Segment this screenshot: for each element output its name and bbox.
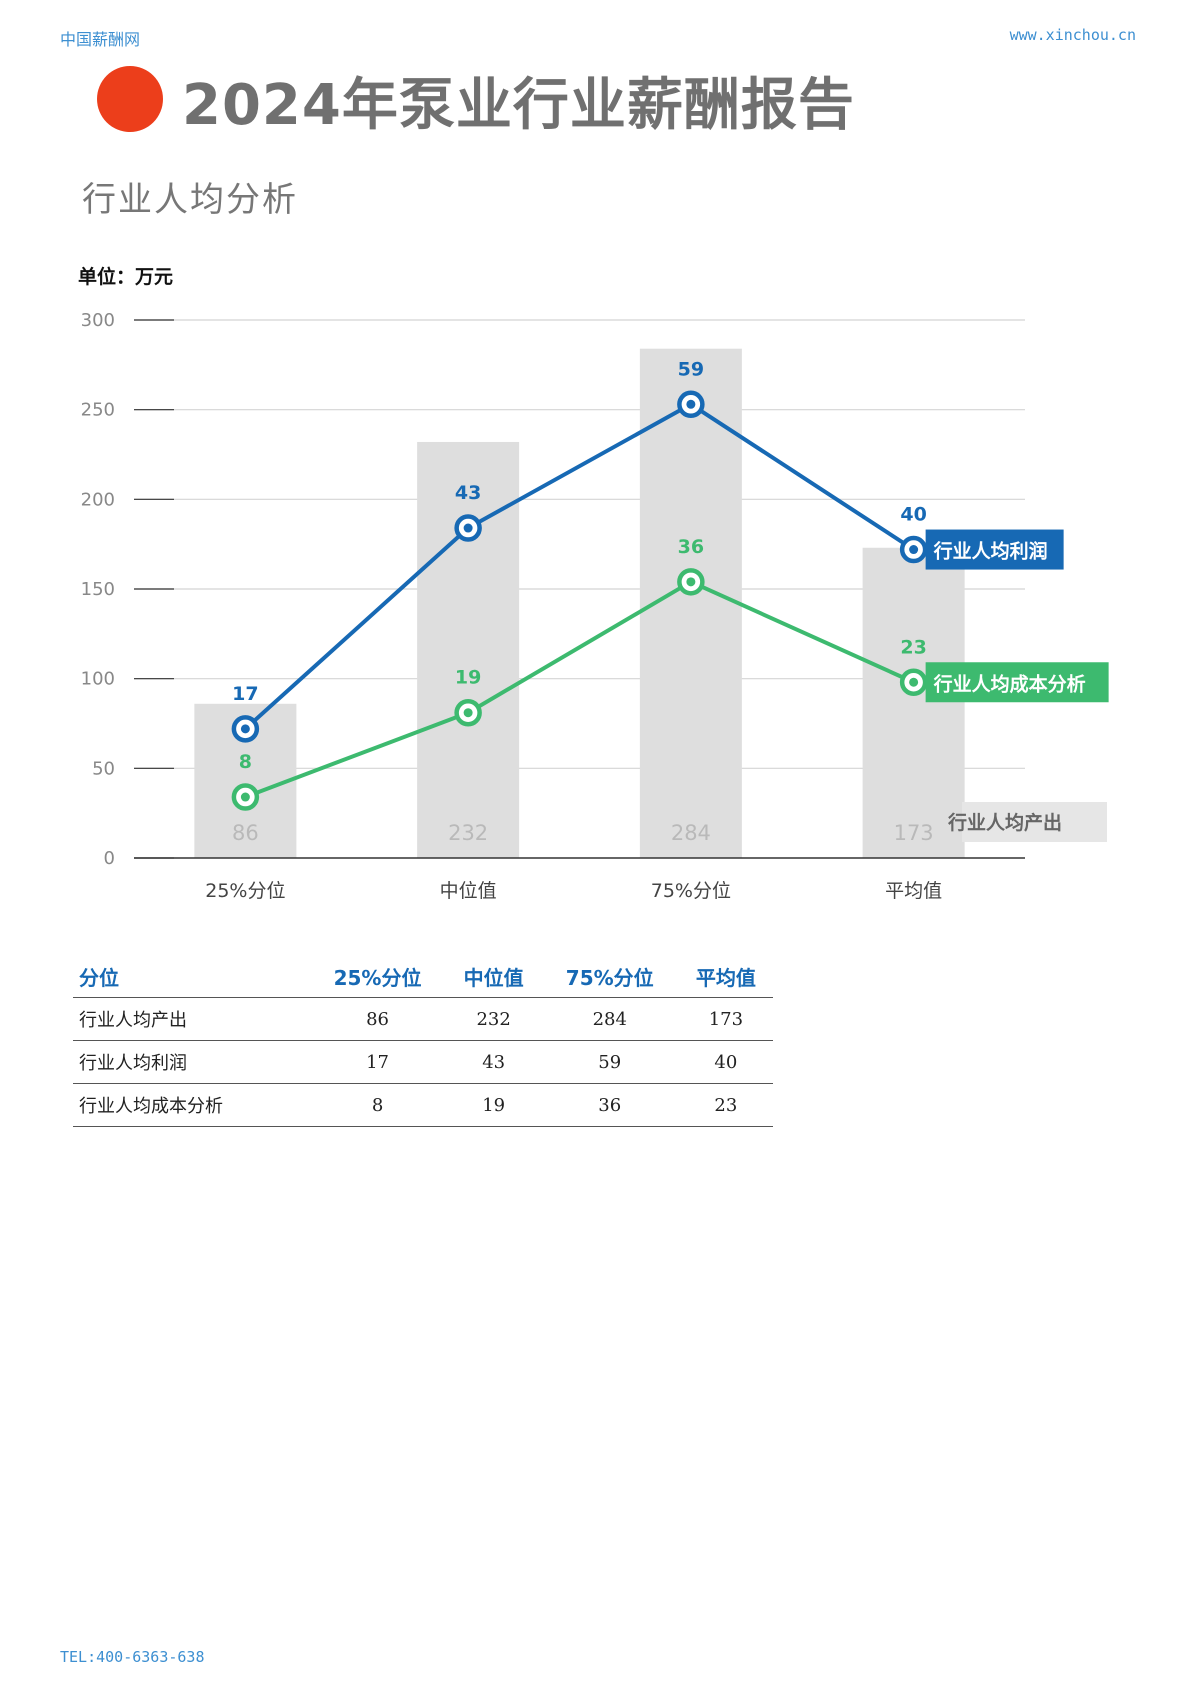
table-cell: 40: [678, 1040, 773, 1084]
table-cell: 59: [540, 1040, 679, 1084]
marker-profit-center: [686, 399, 696, 409]
title-dot-decoration: [97, 66, 163, 132]
marker-cost-center: [686, 577, 696, 587]
y-tick-label: 150: [81, 579, 115, 600]
table-cell: 232: [446, 997, 541, 1041]
value-label-profit: 43: [455, 482, 481, 504]
line-cost: [244, 579, 915, 799]
marker-cost-center: [240, 792, 250, 802]
table-cell: 86: [308, 997, 447, 1041]
table-row: 行业人均产出 86 232 284 173: [73, 997, 773, 1041]
marker-cost-center: [463, 708, 473, 718]
series-tag-output: 行业人均产出: [947, 811, 1062, 834]
page-subtitle: 行业人均分析: [82, 180, 298, 220]
table-cell: 行业人均利润: [73, 1040, 309, 1084]
table-header-cell: 分位: [73, 955, 309, 998]
table-cell: 43: [446, 1040, 541, 1084]
x-category-label: 75%分位: [651, 880, 731, 902]
y-tick-label: 50: [92, 758, 115, 779]
value-label-cost: 36: [678, 536, 704, 558]
y-tick-label: 100: [81, 669, 115, 690]
value-label-profit: 17: [232, 683, 258, 705]
y-tick-label: 200: [81, 489, 115, 510]
bar-value-label: 284: [671, 821, 711, 845]
table-cell: 17: [308, 1040, 447, 1084]
bar-value-label: 86: [232, 821, 259, 845]
table-header-row: 分位 25%分位 中位值 75%分位 平均值: [73, 955, 773, 998]
value-label-cost: 19: [455, 667, 481, 689]
value-label-cost: 8: [239, 751, 252, 773]
table-cell: 19: [446, 1083, 541, 1127]
summary-table: 分位 25%分位 中位值 75%分位 平均值 行业人均产出 86 232 284…: [73, 955, 773, 1127]
footer-tel: TEL:400-6363-638: [60, 1648, 205, 1666]
marker-profit-center: [463, 523, 473, 533]
table-header-cell: 25%分位: [308, 955, 447, 998]
series-tag-profit: 行业人均利润: [933, 540, 1048, 563]
marker-profit-center: [240, 724, 250, 734]
table-cell: 8: [308, 1083, 447, 1127]
series-tag-output-bg: [962, 802, 1107, 842]
value-label-profit: 59: [678, 358, 704, 380]
y-tick-label: 0: [104, 848, 115, 869]
table-header-cell: 中位值: [446, 955, 541, 998]
bar-value-label: 173: [894, 821, 934, 845]
y-tick-label: 250: [81, 400, 115, 421]
industry-per-capita-chart: 0 50 100 150 200 250 300 86 232 284 173 25%分位 中位值 75%…: [81, 310, 1109, 902]
bar-value-label: 232: [448, 821, 488, 845]
table-row: 行业人均成本分析 8 19 36 23: [73, 1083, 773, 1127]
y-tick-label: 300: [81, 310, 115, 331]
table-cell: 284: [540, 997, 679, 1041]
marker-profit-center: [909, 545, 919, 555]
table-cell: 173: [678, 997, 773, 1041]
table-cell: 行业人均成本分析: [73, 1083, 309, 1127]
table-row: 行业人均利润 17 43 59 40: [73, 1040, 773, 1084]
x-category-label: 中位值: [440, 880, 497, 902]
line-profit: [244, 402, 915, 731]
series-tag-cost-bg: [925, 662, 1109, 703]
x-category-label: 25%分位: [205, 880, 285, 902]
table-header-cell: 平均值: [678, 955, 773, 998]
bar-output: [862, 547, 965, 858]
table-cell: 23: [678, 1083, 773, 1127]
series-tag-cost: 行业人均成本分析: [933, 672, 1086, 695]
site-name: 中国薪酬网: [60, 30, 141, 49]
site-url[interactable]: www.xinchou.cn: [1009, 26, 1136, 44]
page-title: 2024年泵业行业薪酬报告: [182, 73, 855, 138]
table-cell: 行业人均产出: [73, 997, 309, 1041]
table-header-cell: 75%分位: [540, 955, 679, 998]
unit-label: 单位：万元: [78, 266, 174, 288]
table-cell: 36: [540, 1083, 679, 1127]
value-label-cost: 23: [900, 636, 926, 658]
series-tag-profit-bg: [925, 529, 1064, 570]
value-label-profit: 40: [900, 504, 926, 526]
marker-cost-center: [909, 677, 919, 687]
bar-output: [417, 441, 520, 858]
x-category-label: 平均值: [885, 880, 942, 902]
